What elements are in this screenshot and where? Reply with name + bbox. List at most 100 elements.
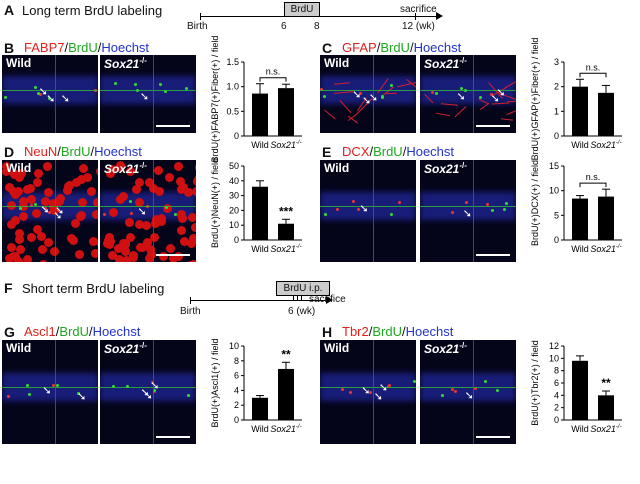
micrograph-b-ko: ➘ Sox21-/- <box>100 55 196 133</box>
panel-label-h: H <box>322 324 333 340</box>
stain-1: BrdU <box>59 324 90 339</box>
chart-b: 0 0.5 1.0 1.5 BrdU(+)FABP7(+)Fiber(+) / fiel… <box>210 36 302 162</box>
panel-g-stain-title: Ascl1/BrdU/Hoechst <box>24 324 141 339</box>
chart-c: 0 1 2 3 BrdU(+)GFAP(+)Fiber(+) / field Wild So… <box>530 38 622 160</box>
y-tick-label: 8 <box>234 356 239 366</box>
stain-2: Hoechst <box>101 40 150 55</box>
arrow-icon: ➘ <box>378 382 389 395</box>
y-tick-label: 2 <box>234 400 239 410</box>
bar <box>252 397 268 420</box>
micrograph-e-wild: ➘ Wild <box>320 160 416 262</box>
arrow-icon: ➘ <box>361 385 371 398</box>
arrow-icon: ➘ <box>490 92 500 105</box>
arrow-icon: ➘ <box>139 90 150 103</box>
panel-f-title: Short term BrdU labeling <box>22 281 165 296</box>
stain-1: BrdU <box>373 144 403 159</box>
sig-label: n.s. <box>586 172 601 182</box>
micrograph-label-wild: Wild <box>324 341 350 355</box>
chart-h: 0 2 4 6 8 10 12 BrdU(+)Tbr2(+) / field Wild Sox21… <box>530 340 622 434</box>
bar <box>598 92 614 136</box>
micrograph-g-ko: ➘ ➘ ➘ Sox21-/- <box>100 340 196 444</box>
arrow-icon: ➘ <box>143 389 153 402</box>
y-axis-label: BrdU(+)GFAP(+)Fiber(+) / field <box>530 38 540 161</box>
arrow-icon: ➘ <box>55 205 65 218</box>
micrograph-label-ko: Sox21-/- <box>424 341 467 356</box>
arrow-icon: ➘ <box>462 208 472 221</box>
chart-e: 0 5 10 15 BrdU(+)DCX(+) / field Wild Sox21-/- n… <box>530 160 622 254</box>
sig-bracket <box>579 72 607 78</box>
y-tick-label: 0 <box>554 235 559 245</box>
timeline-sacrifice: sacrifice <box>400 4 437 15</box>
x-tick-label: Wild <box>251 424 269 434</box>
y-axis-label: BrdU(+)NeuN(+) / field <box>210 158 220 248</box>
panel-label-g: G <box>4 324 15 340</box>
x-tick-label: Wild <box>571 244 589 254</box>
stain-2: Hoechst <box>92 324 141 339</box>
stain-1: BrdU <box>60 144 91 159</box>
chart-g: 0 2 4 6 8 10 BrdU(+)Ascl1(+) / field Wild Sox21-… <box>210 338 302 434</box>
y-tick-label: 0 <box>554 415 559 425</box>
y-tick-label: 1 <box>554 106 559 116</box>
y-axis-label: BrdU(+)DCX(+) / field <box>530 160 540 246</box>
x-tick-label: Wild <box>251 244 269 254</box>
stain-1: BrdU <box>372 324 402 339</box>
timeline-birth: Birth <box>187 21 208 32</box>
scale-bar <box>476 436 510 438</box>
micrograph-label-wild: Wild <box>6 161 32 175</box>
timeline-8: 8 <box>314 21 320 32</box>
micrograph-label-wild: Wild <box>6 56 32 70</box>
arrow-icon: ➘ <box>361 94 372 107</box>
y-tick-label: 40 <box>229 176 239 186</box>
x-tick-label: Wild <box>251 140 269 150</box>
sig-label: ** <box>281 347 291 361</box>
arrow-icon: ➘ <box>53 209 63 222</box>
arrow-icon: ➘ <box>456 91 466 104</box>
y-tick-label: 10 <box>229 341 239 351</box>
x-tick-label: Wild <box>571 424 589 434</box>
sig-label: n.s. <box>266 67 281 77</box>
panel-label-c: C <box>322 40 333 56</box>
micrograph-d-ko: ➘ Sox21-/- <box>100 160 196 262</box>
bar <box>252 186 268 240</box>
timeline-f-birth: Birth <box>180 306 201 317</box>
panel-label-a: A <box>4 2 15 18</box>
micrograph-label-wild: Wild <box>324 161 350 175</box>
scale-bar <box>476 125 510 127</box>
x-tick-label: Wild <box>571 140 589 150</box>
y-tick-label: 4 <box>234 385 239 395</box>
y-tick-label: 0.5 <box>226 106 239 116</box>
chart-d: 0 10 20 30 40 50 BrdU(+)NeuN(+) / field Wild Sox… <box>210 158 302 254</box>
stain-0: Ascl1 <box>24 324 56 339</box>
scale-bar <box>156 125 190 127</box>
stain-0: FABP7 <box>24 40 65 55</box>
x-tick-label: Sox21-/- <box>590 424 621 434</box>
bar <box>278 88 294 136</box>
y-tick-label: 30 <box>229 191 239 201</box>
y-tick-label: 12 <box>549 341 559 351</box>
y-axis-label: BrdU(+)Tbr2(+) / field <box>530 340 540 426</box>
x-tick-label: Sox21-/- <box>270 424 301 434</box>
micrograph-label-ko: Sox21-/- <box>424 56 467 71</box>
panel-h-stain-title: Tbr2/BrdU/Hoechst <box>342 324 454 339</box>
y-tick-label: 0 <box>234 131 239 141</box>
scale-bar <box>156 254 190 256</box>
micrograph-c-ko: ➘ ➘ ➘ Sox21-/- <box>420 55 516 133</box>
stain-1: BrdU <box>380 40 410 55</box>
arrow-icon: ➘ <box>46 93 56 106</box>
panel-b-stain-title: FABP7/BrdU/Hoechst <box>24 40 150 55</box>
bar <box>598 196 614 240</box>
y-tick-label: 5 <box>554 210 559 220</box>
panel-d-stain-title: NeuN/BrdU/Hoechst <box>24 144 142 159</box>
arrow-icon: ➘ <box>464 390 474 403</box>
panel-label-e: E <box>322 144 332 160</box>
bar <box>598 395 614 420</box>
arrow-icon: ➘ <box>42 384 52 397</box>
bar <box>572 86 588 136</box>
y-tick-label: 6 <box>554 378 559 388</box>
panel-c-stain-title: GFAP/BrdU/Hoechst <box>342 40 462 55</box>
y-tick-label: 0 <box>234 415 239 425</box>
micrograph-label-ko: Sox21-/- <box>104 161 147 176</box>
x-tick-label: Sox21-/- <box>590 244 621 254</box>
arrow-icon: ➘ <box>140 387 150 400</box>
stain-0: Tbr2 <box>342 324 369 339</box>
